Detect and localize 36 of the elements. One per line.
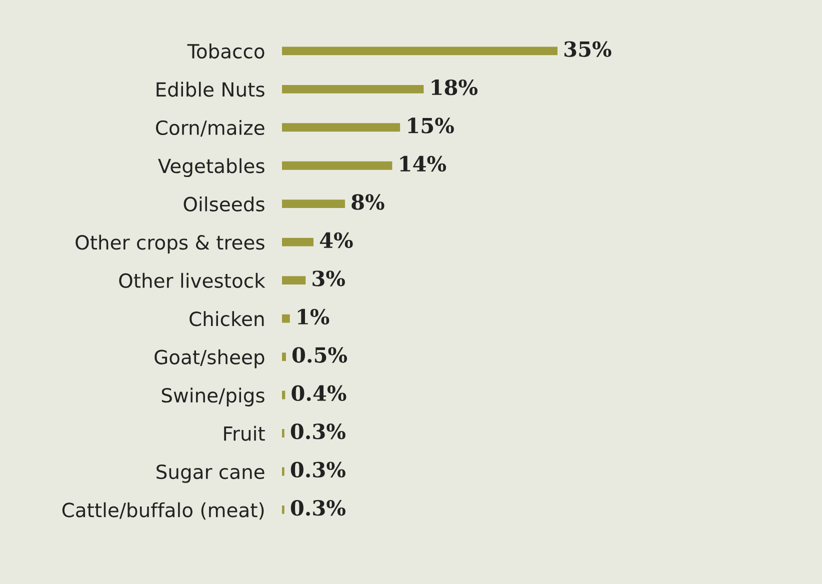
data-label: 15% bbox=[408, 118, 454, 134]
bar bbox=[282, 46, 558, 56]
y-tick-label: Other crops & trees bbox=[76, 234, 264, 254]
bar bbox=[282, 123, 400, 132]
data-label: 0.3% bbox=[290, 424, 346, 440]
data-label: 4% bbox=[320, 232, 353, 248]
data-label: 0.5% bbox=[292, 347, 348, 363]
bar bbox=[282, 161, 392, 170]
bar bbox=[282, 84, 424, 94]
data-label: 8% bbox=[352, 194, 384, 210]
y-tick-label: Edible Nuts bbox=[156, 82, 264, 97]
data-label: 3% bbox=[312, 270, 345, 286]
data-label: 1% bbox=[298, 308, 330, 325]
data-label: 14% bbox=[400, 156, 446, 172]
y-tick-label: Sugar cane bbox=[156, 464, 264, 483]
y-tick-label: Fruit bbox=[224, 426, 265, 441]
y-tick-label: Cattle/buffalo (meat) bbox=[62, 502, 264, 520]
y-tick-label: Goat/sheep bbox=[154, 349, 264, 368]
data-label: 35% bbox=[564, 41, 612, 57]
bar bbox=[282, 200, 345, 208]
y-tick-label: Chicken bbox=[190, 311, 264, 326]
bar bbox=[282, 352, 286, 361]
y-tick-label: Tobacco bbox=[187, 44, 264, 59]
bar bbox=[282, 276, 306, 285]
y-tick-label: Corn/maize bbox=[156, 120, 264, 137]
bar bbox=[282, 390, 286, 400]
y-tick-label: Oilseeds bbox=[184, 196, 264, 212]
bar bbox=[282, 314, 290, 323]
data-label: 0.3% bbox=[290, 462, 346, 478]
data-label: 0.3% bbox=[290, 500, 346, 516]
data-label: 18% bbox=[432, 79, 478, 96]
bar bbox=[282, 238, 314, 246]
data-label: 0.4% bbox=[292, 385, 346, 402]
y-tick-label: Other livestock bbox=[119, 272, 266, 288]
y-tick-label: Vegetables bbox=[158, 158, 264, 178]
y-tick-label: Swine/pigs bbox=[162, 388, 264, 406]
